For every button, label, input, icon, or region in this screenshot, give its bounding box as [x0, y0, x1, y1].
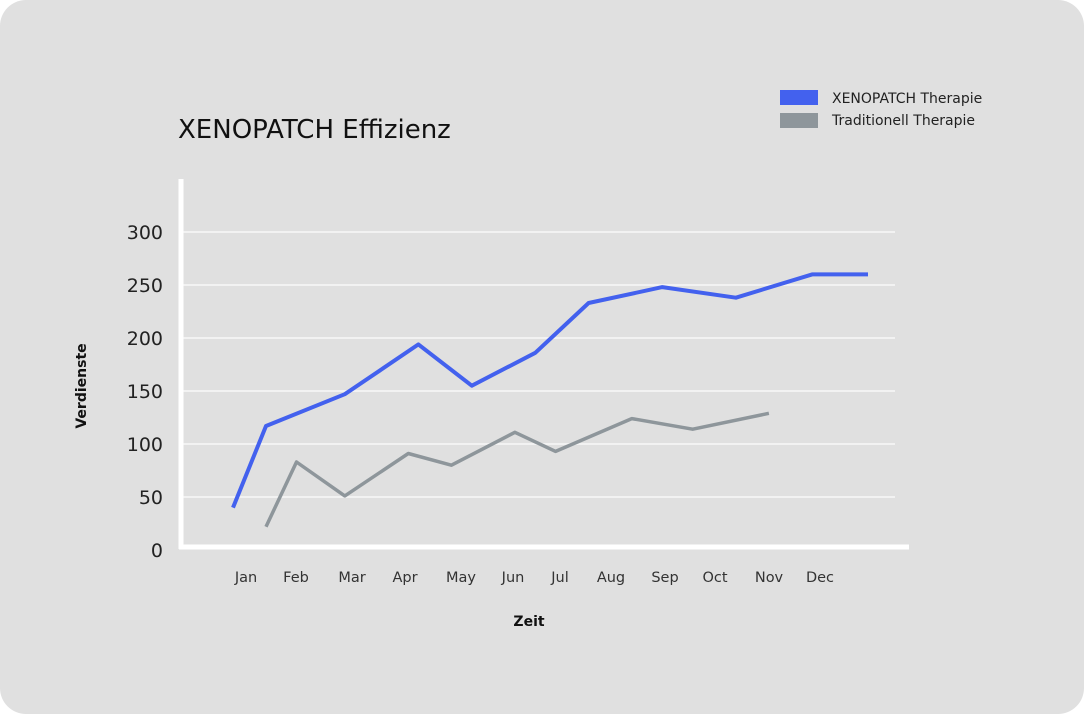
x-tick-label: Jun: [501, 570, 525, 586]
x-tick-label: Nov: [755, 570, 784, 586]
chart-title: XENOPATCH Effizienz: [178, 115, 451, 145]
x-axis-label: Zeit: [513, 614, 544, 630]
x-tick-labels: Jan Feb Mar Apr May Jun Jul Aug Sep Oct Nov Dec: [234, 570, 834, 586]
legend-swatch-xenopatch: [780, 90, 818, 105]
y-tick-label: 150: [127, 381, 163, 403]
x-tick-label: Feb: [283, 570, 309, 586]
x-tick-label: Oct: [702, 570, 727, 586]
series-line-xenopatch: [231, 272, 868, 509]
legend-label-traditionell: Traditionell Therapie: [831, 113, 975, 129]
legend: XENOPATCH Therapie Traditionell Therapie: [780, 90, 982, 129]
x-tick-label: Aug: [597, 570, 625, 586]
x-tick-label: Mar: [338, 570, 365, 586]
x-tick-label: Dec: [806, 570, 834, 586]
y-tick-labels: 0 50 100 150 200 250 300: [127, 222, 163, 562]
x-tick-label: Jul: [550, 570, 569, 586]
legend-swatch-traditionell: [780, 113, 818, 128]
x-tick-label: Sep: [651, 570, 678, 586]
y-axis-label: Verdienste: [74, 343, 90, 428]
x-tick-label: Jan: [234, 570, 257, 586]
y-tick-label: 250: [127, 275, 163, 297]
legend-label-xenopatch: XENOPATCH Therapie: [832, 91, 982, 107]
y-tick-label: 0: [151, 540, 163, 562]
y-tick-label: 100: [127, 434, 163, 456]
grid-lines: [183, 231, 895, 498]
series-line-traditionell: [264, 411, 770, 528]
y-tick-label: 50: [139, 487, 163, 509]
x-tick-label: Apr: [392, 570, 417, 586]
y-tick-label: 200: [127, 328, 163, 350]
x-tick-label: May: [446, 570, 476, 586]
series-lines: [231, 272, 868, 528]
y-tick-label: 300: [127, 222, 163, 244]
